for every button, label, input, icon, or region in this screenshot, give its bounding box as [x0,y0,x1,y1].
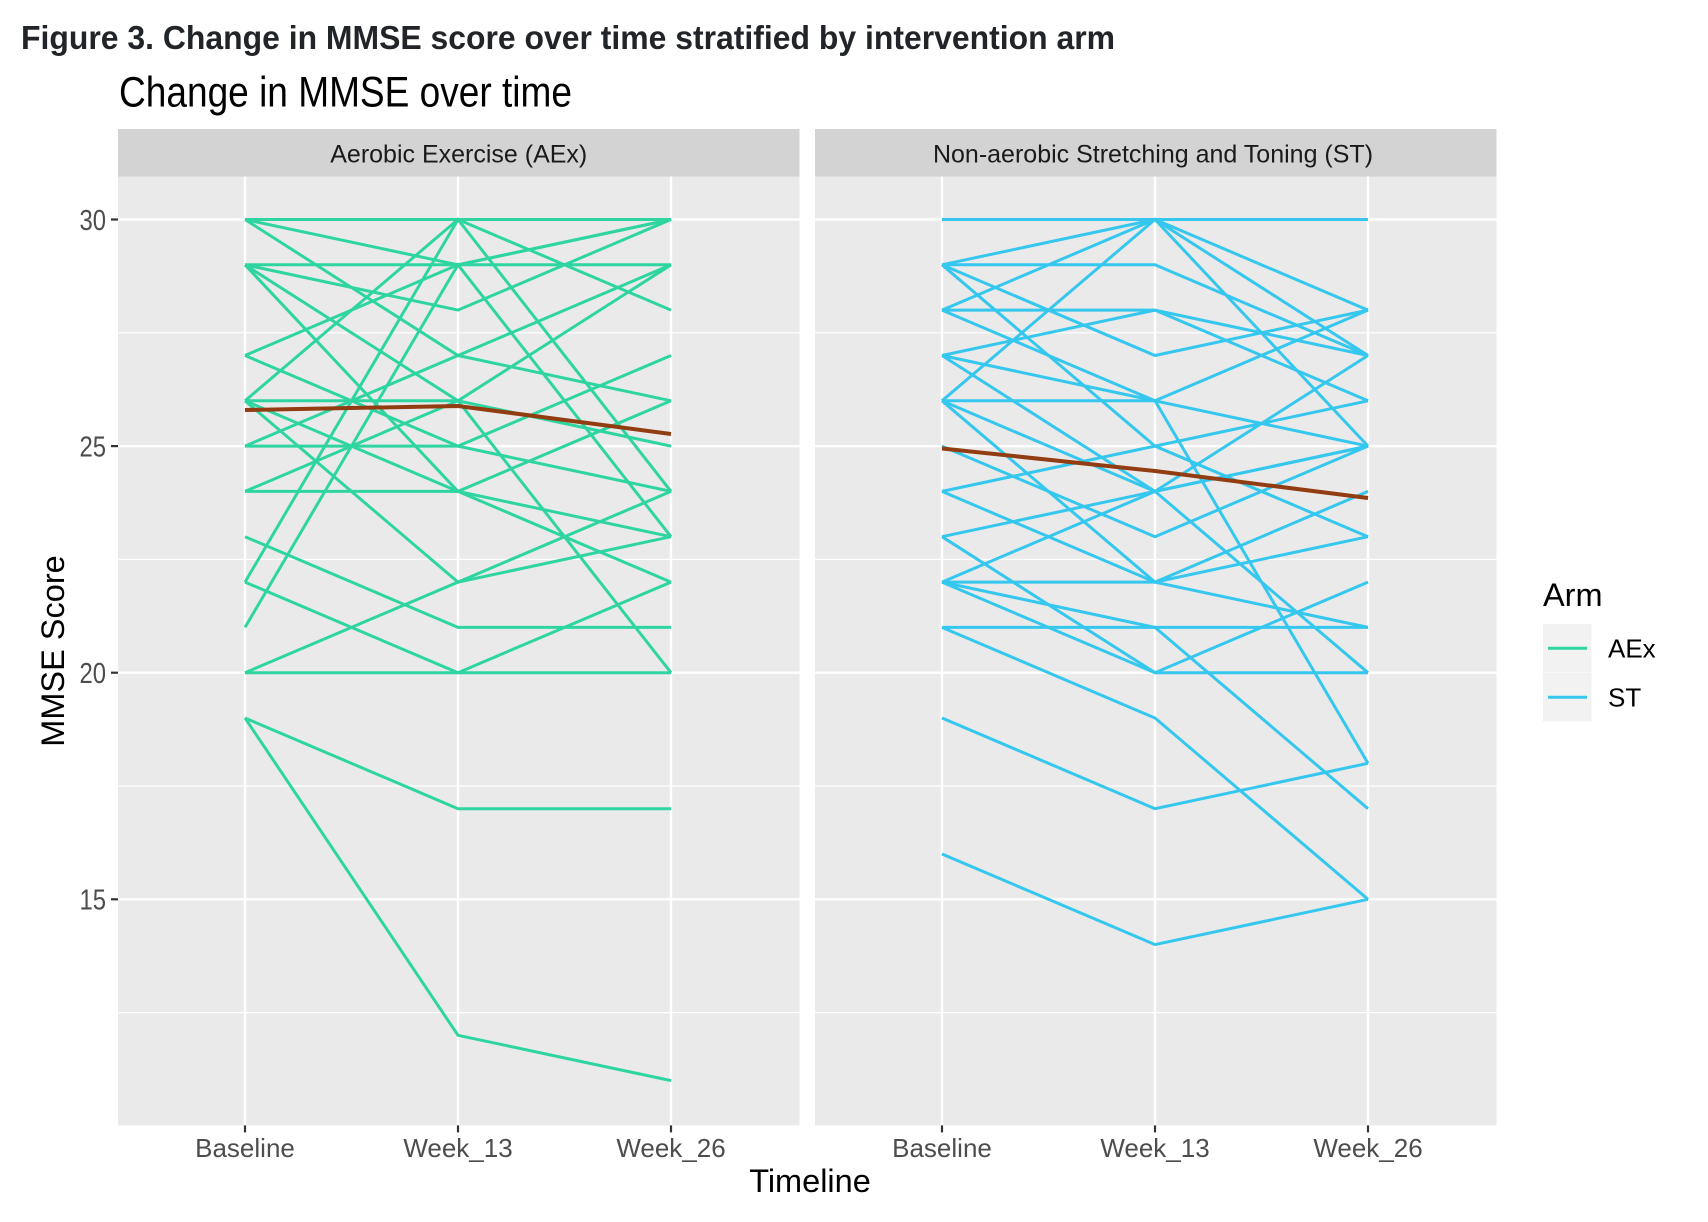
svg-text:Change in MMSE over time: Change in MMSE over time [119,68,572,116]
svg-text:Week_26: Week_26 [616,1133,725,1163]
svg-text:ST: ST [1608,683,1641,713]
svg-text:Baseline: Baseline [195,1133,295,1163]
svg-text:Timeline: Timeline [749,1163,871,1199]
svg-text:Baseline: Baseline [892,1133,992,1163]
svg-text:Non-aerobic Stretching and Ton: Non-aerobic Stretching and Toning (ST) [933,141,1373,169]
svg-text:Week_13: Week_13 [403,1133,512,1163]
svg-text:30: 30 [80,205,107,237]
svg-text:Week_26: Week_26 [1313,1133,1422,1163]
svg-text:25: 25 [80,432,107,464]
svg-text:MMSE Score: MMSE Score [35,555,71,746]
svg-text:Arm: Arm [1543,577,1603,613]
svg-text:20: 20 [80,658,107,690]
svg-text:AEx: AEx [1608,634,1656,664]
svg-text:Aerobic Exercise (AEx): Aerobic Exercise (AEx) [330,141,587,169]
svg-text:Week_13: Week_13 [1100,1133,1209,1163]
svg-text:15: 15 [80,885,107,917]
svg-text:Figure 3. Change in MMSE score: Figure 3. Change in MMSE score over time… [21,20,1115,57]
